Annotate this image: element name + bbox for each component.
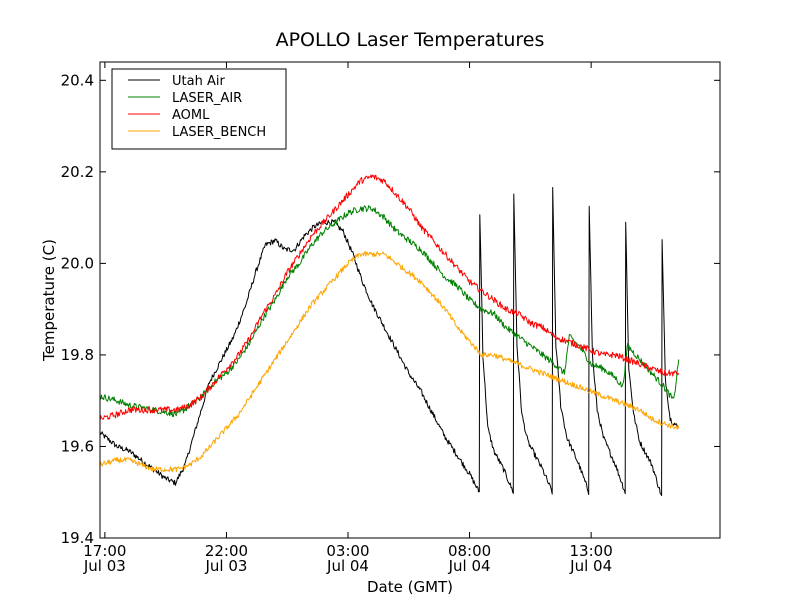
series-line-utah-air [100,187,680,497]
legend: Utah Air LASER_AIR AOML LASER_BENCH [111,68,287,150]
y-tick-label: 19.4 [61,529,94,547]
x-tick-label-date: Jul 03 [204,557,247,575]
x-axis-label: Date (GMT) [367,578,453,596]
x-tick-label-time: 03:00 [326,542,369,560]
y-tick-label: 19.8 [61,346,94,364]
series-line-aoml [100,174,680,422]
legend-label: LASER_AIR [172,91,242,106]
x-tick-label-time: 17:00 [83,542,126,560]
legend-box [111,68,287,150]
x-tick-label-date: Jul 04 [448,557,491,575]
chart-title: APOLLO Laser Temperatures [276,29,545,51]
y-tick-label: 20.0 [61,254,94,272]
series-layer [100,174,680,497]
series-line-laser-bench [100,251,680,473]
y-tick-label: 19.6 [61,437,94,455]
y-tick-label: 20.2 [61,163,94,181]
x-tick-label-time: 08:00 [448,542,491,560]
x-tick-label-date: Jul 04 [326,557,369,575]
legend-label: Utah Air [172,74,225,89]
x-tick-label-date: Jul 03 [83,557,126,575]
x-tick-label-time: 13:00 [570,542,613,560]
x-tick-label-date: Jul 04 [569,557,612,575]
legend-label: AOML [172,108,210,123]
plot-frame [99,61,721,539]
y-axis-label: Temperature (C) [40,239,58,362]
x-tick-label-time: 22:00 [205,542,248,560]
legend-label: LASER_BENCH [172,125,266,140]
y-tick-label: 20.4 [61,71,94,89]
